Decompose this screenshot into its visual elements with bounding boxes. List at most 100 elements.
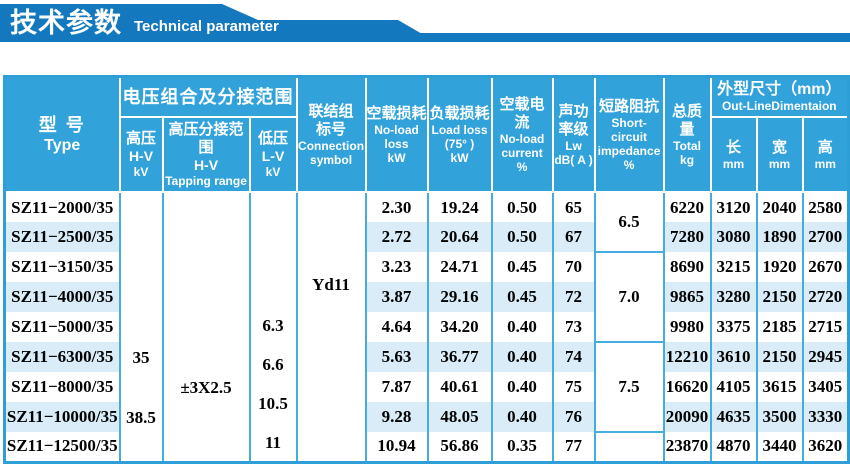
- load-loss-cell: 20.64: [426, 222, 493, 252]
- table-row: SZ11−12500/35 10.94 56.86 0.35 77 23870 …: [3, 432, 850, 462]
- height-cell: 2670: [801, 252, 850, 282]
- hv-merged-cell: 35 38.5: [118, 192, 164, 462]
- page-title-cn: 技术参数: [10, 8, 122, 38]
- type-cell: SZ11−10000/35: [3, 402, 121, 432]
- no-load-current-cell: 0.40: [490, 342, 554, 372]
- header-length-cn: 长: [726, 138, 742, 156]
- length-cell: 3120: [709, 192, 758, 222]
- length-cell: 3080: [709, 222, 758, 252]
- no-load-loss-cell: 7.87: [364, 372, 429, 402]
- technical-parameter-table: 型 号 Type 电压组合及分接范围 联结组 标号 Connection sym…: [3, 75, 850, 464]
- header-type-cn: 型 号: [38, 115, 86, 135]
- header-impedance-unit: %: [623, 157, 635, 172]
- lv-value-3: 10.5: [258, 394, 288, 413]
- lv-value-4: 11: [264, 433, 282, 452]
- type-cell: SZ11−2000/35: [3, 192, 121, 222]
- header-tapping-range: 高压分接范围 H-V Tapping range: [161, 116, 251, 193]
- lv-value-2: 6.6: [262, 355, 284, 374]
- header-dimensions-group: 外型尺寸（mm） Out-LineDimentaion: [709, 75, 850, 118]
- load-loss-cell: 19.24: [426, 192, 493, 222]
- table-row: SZ11−3150/35 3.23 24.71 0.45 70 7.0 8690…: [3, 252, 850, 343]
- header-sound-unit: dB( A ): [554, 152, 593, 167]
- header-hv-unit: kV: [133, 165, 149, 179]
- connection-merged-cell: Yd11: [295, 192, 367, 462]
- header-hv-l2: H-V: [128, 148, 154, 164]
- sound-cell: 77: [551, 432, 596, 462]
- header-sound-en: Lw: [565, 138, 582, 153]
- no-load-loss-cell: 10.94: [364, 432, 429, 462]
- header-hv-cn: 高压: [125, 130, 156, 147]
- load-loss-cell: 34.20: [426, 312, 493, 342]
- impedance-cell-3: 7.5: [593, 342, 665, 433]
- no-load-current-cell: 0.50: [490, 222, 554, 252]
- total-cell: 16620: [662, 372, 712, 402]
- sound-cell: 76: [551, 402, 596, 432]
- header-height-unit: mm: [814, 156, 836, 171]
- no-load-loss-cell: 3.23: [364, 252, 429, 282]
- load-loss-cell: 56.86: [426, 432, 493, 462]
- table-row: SZ11−8000/35 7.87 40.61 0.40 75 16620 41…: [3, 372, 850, 402]
- header-load-loss-unit: kW: [450, 150, 469, 165]
- table-row: SZ11−10000/35 9.28 48.05 0.40 76 20090 4…: [3, 402, 850, 432]
- total-cell: 6220: [662, 192, 712, 222]
- header-height: 高 mm: [801, 116, 850, 193]
- no-load-loss-cell: 2.30: [364, 192, 429, 222]
- no-load-current-cell: 0.50: [490, 192, 554, 222]
- length-cell: 3215: [709, 252, 758, 282]
- load-loss-cell: 29.16: [426, 282, 493, 312]
- header-total-en: Total: [673, 138, 701, 153]
- header-load-loss: 负载损耗 Load loss (75° ) kW: [426, 75, 493, 193]
- header-voltage-group: 电压组合及分接范围: [118, 75, 298, 118]
- header-connection-en1: Connection: [298, 138, 365, 153]
- header-impedance-en1: Short-: [611, 115, 647, 130]
- header-impedance-en3: impedance: [597, 143, 661, 158]
- width-cell: 3500: [755, 402, 804, 432]
- header-load-loss-en2: (75° ): [444, 136, 475, 151]
- banner-ribbon: 技术参数 Technical parameter: [0, 4, 436, 42]
- total-cell: 7280: [662, 222, 712, 252]
- total-cell: 20090: [662, 402, 712, 432]
- sound-cell: 70: [551, 252, 596, 282]
- width-cell: 3615: [755, 372, 804, 402]
- header-impedance-cn: 短路阻抗: [599, 97, 660, 115]
- header-hv: 高压 H-V kV: [118, 116, 164, 193]
- table-row: SZ11−4000/35 3.87 29.16 0.45 72 9865 328…: [3, 282, 850, 312]
- header-no-load-loss-unit: kW: [387, 150, 406, 165]
- total-cell: 12210: [662, 342, 712, 372]
- sound-cell: 65: [551, 192, 596, 222]
- header-no-load-current: 空载电流 No-load current %: [490, 75, 554, 193]
- sound-cell: 72: [551, 282, 596, 312]
- header-total-cn1: 总质: [672, 102, 703, 120]
- header-total-mass: 总质 量 Total kg: [662, 75, 712, 193]
- header-sound-cn2: 率级: [558, 120, 589, 138]
- total-cell: 9980: [662, 312, 712, 342]
- type-cell: SZ11−8000/35: [3, 372, 121, 402]
- header-impedance-en2: circuit: [611, 129, 648, 144]
- tapping-merged-cell: ±3X2.5: [161, 192, 251, 462]
- header-voltage-group-cn: 电压组合及分接范围: [122, 87, 294, 107]
- header-width: 宽 mm: [755, 116, 804, 193]
- no-load-loss-cell: 3.87: [364, 282, 429, 312]
- type-cell: SZ11−12500/35: [3, 432, 121, 462]
- header-sound-power: 声功 率级 Lw dB( A ): [551, 75, 596, 193]
- length-cell: 3610: [709, 342, 758, 372]
- table-row: SZ11−2000/35 35 38.5 ±3X2.5 6.3 6.6 10.5…: [3, 192, 850, 462]
- header-lv-cn: 低压: [258, 130, 289, 147]
- no-load-loss-cell: 2.72: [364, 222, 429, 252]
- load-loss-cell: 36.77: [426, 342, 493, 372]
- length-cell: 3375: [709, 312, 758, 342]
- type-cell: SZ11−6300/35: [3, 342, 121, 372]
- header-no-load-loss-en2: loss: [384, 136, 409, 151]
- height-cell: 2720: [801, 282, 850, 312]
- type-cell: SZ11−3150/35: [3, 252, 121, 282]
- length-cell: 4105: [709, 372, 758, 402]
- header-lv: 低压 L-V kV: [248, 116, 298, 193]
- header-connection-en2: symbol: [310, 152, 353, 167]
- height-cell: 2580: [801, 192, 850, 222]
- connection-value: Yd11: [312, 275, 350, 294]
- header-connection: 联结组 标号 Connection symbol: [295, 75, 367, 193]
- length-cell: 3280: [709, 282, 758, 312]
- header-lv-unit: kV: [265, 165, 281, 179]
- page-title-en: Technical parameter: [134, 18, 279, 35]
